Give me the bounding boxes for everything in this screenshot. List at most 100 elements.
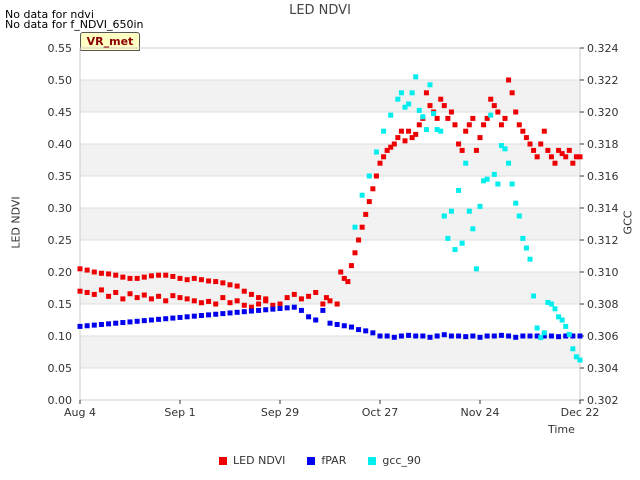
data-point-gcc_90 bbox=[366, 173, 372, 179]
data-point-led_ndvi bbox=[488, 96, 494, 102]
data-point-fpar bbox=[148, 317, 154, 323]
data-point-led_ndvi bbox=[513, 109, 519, 115]
y-tick-label: 0.15 bbox=[48, 298, 73, 311]
data-point-led_ndvi bbox=[163, 298, 169, 304]
data-point-led_ndvi bbox=[470, 115, 476, 121]
data-point-led_ndvi bbox=[134, 275, 140, 281]
y-tick-label: 0.00 bbox=[48, 394, 73, 407]
data-point-led_ndvi bbox=[234, 283, 240, 289]
data-point-led_ndvi bbox=[141, 274, 147, 280]
data-point-led_ndvi bbox=[541, 128, 547, 134]
data-point-gcc_90 bbox=[491, 171, 497, 177]
data-point-fpar bbox=[248, 308, 254, 314]
data-point-fpar bbox=[563, 333, 569, 339]
y-tick-label: 0.55 bbox=[48, 42, 73, 55]
data-point-led_ndvi bbox=[77, 288, 83, 294]
data-point-led_ndvi bbox=[220, 280, 226, 286]
data-point-fpar bbox=[284, 305, 290, 311]
data-point-gcc_90 bbox=[420, 114, 426, 120]
data-point-gcc_90 bbox=[395, 96, 401, 102]
data-point-gcc_90 bbox=[545, 299, 551, 305]
data-point-fpar bbox=[470, 333, 476, 339]
data-point-led_ndvi bbox=[506, 77, 512, 83]
data-point-gcc_90 bbox=[456, 187, 462, 193]
data-point-led_ndvi bbox=[416, 122, 422, 128]
data-point-led_ndvi bbox=[213, 301, 219, 307]
data-point-gcc_90 bbox=[548, 301, 554, 307]
data-point-led_ndvi bbox=[177, 295, 183, 301]
data-point-gcc_90 bbox=[573, 354, 579, 360]
data-point-led_ndvi bbox=[191, 275, 197, 281]
data-point-led_ndvi bbox=[381, 154, 387, 160]
x-tick-label: Oct 27 bbox=[362, 406, 399, 419]
data-point-fpar bbox=[227, 310, 233, 316]
data-point-led_ndvi bbox=[359, 224, 365, 230]
data-point-led_ndvi bbox=[327, 298, 333, 304]
data-point-led_ndvi bbox=[445, 115, 451, 121]
data-point-led_ndvi bbox=[406, 128, 412, 134]
data-point-gcc_90 bbox=[506, 160, 512, 166]
data-point-led_ndvi bbox=[141, 292, 147, 298]
y2-tick-label: 0.306 bbox=[587, 330, 619, 343]
data-point-fpar bbox=[398, 333, 404, 339]
data-point-fpar bbox=[377, 333, 383, 339]
data-point-led_ndvi bbox=[227, 282, 233, 288]
data-point-fpar bbox=[506, 333, 512, 339]
data-point-gcc_90 bbox=[566, 331, 572, 337]
data-point-gcc_90 bbox=[381, 128, 387, 134]
data-point-gcc_90 bbox=[552, 306, 558, 312]
data-point-led_ndvi bbox=[570, 160, 576, 166]
data-point-led_ndvi bbox=[423, 90, 429, 96]
data-point-led_ndvi bbox=[395, 135, 401, 141]
data-point-fpar bbox=[341, 323, 347, 329]
data-point-gcc_90 bbox=[445, 235, 451, 241]
data-point-gcc_90 bbox=[398, 90, 404, 96]
data-point-led_ndvi bbox=[206, 298, 212, 304]
y2-tick-label: 0.302 bbox=[587, 394, 619, 407]
data-point-led_ndvi bbox=[538, 141, 544, 147]
data-point-fpar bbox=[141, 318, 147, 324]
data-point-gcc_90 bbox=[527, 256, 533, 262]
data-point-gcc_90 bbox=[423, 127, 429, 133]
data-point-led_ndvi bbox=[373, 173, 379, 179]
data-point-gcc_90 bbox=[466, 208, 472, 214]
data-point-fpar bbox=[306, 314, 312, 320]
data-point-gcc_90 bbox=[438, 128, 444, 134]
grid-band bbox=[80, 208, 580, 240]
data-point-gcc_90 bbox=[427, 82, 433, 88]
data-point-fpar bbox=[277, 305, 283, 311]
data-point-gcc_90 bbox=[448, 208, 454, 214]
data-point-led_ndvi bbox=[509, 90, 515, 96]
data-point-led_ndvi bbox=[170, 293, 176, 299]
data-point-gcc_90 bbox=[452, 247, 458, 253]
data-point-led_ndvi bbox=[531, 147, 537, 153]
data-point-fpar bbox=[327, 320, 333, 326]
data-point-gcc_90 bbox=[559, 317, 565, 323]
data-point-gcc_90 bbox=[520, 235, 526, 241]
data-point-fpar bbox=[191, 313, 197, 319]
data-point-fpar bbox=[77, 323, 83, 329]
data-point-fpar bbox=[577, 333, 583, 339]
data-point-led_ndvi bbox=[491, 103, 497, 109]
data-point-led_ndvi bbox=[456, 141, 462, 147]
data-point-led_ndvi bbox=[413, 131, 419, 137]
data-point-fpar bbox=[363, 328, 369, 334]
data-point-fpar bbox=[213, 311, 219, 317]
data-point-gcc_90 bbox=[498, 143, 504, 149]
data-point-fpar bbox=[120, 320, 126, 326]
y2-tick-label: 0.318 bbox=[587, 138, 619, 151]
data-point-fpar bbox=[527, 333, 533, 339]
x-tick-label: Sep 1 bbox=[164, 406, 195, 419]
y-tick-label: 0.10 bbox=[48, 330, 73, 343]
data-point-led_ndvi bbox=[466, 122, 472, 128]
data-point-gcc_90 bbox=[477, 203, 483, 209]
data-point-led_ndvi bbox=[113, 289, 119, 295]
data-point-led_ndvi bbox=[559, 151, 565, 157]
data-point-fpar bbox=[498, 332, 504, 338]
data-point-led_ndvi bbox=[341, 275, 347, 281]
data-point-led_ndvi bbox=[241, 288, 247, 294]
data-point-led_ndvi bbox=[463, 128, 469, 134]
data-point-led_ndvi bbox=[241, 302, 247, 308]
data-point-led_ndvi bbox=[566, 147, 572, 153]
data-point-led_ndvi bbox=[170, 273, 176, 279]
